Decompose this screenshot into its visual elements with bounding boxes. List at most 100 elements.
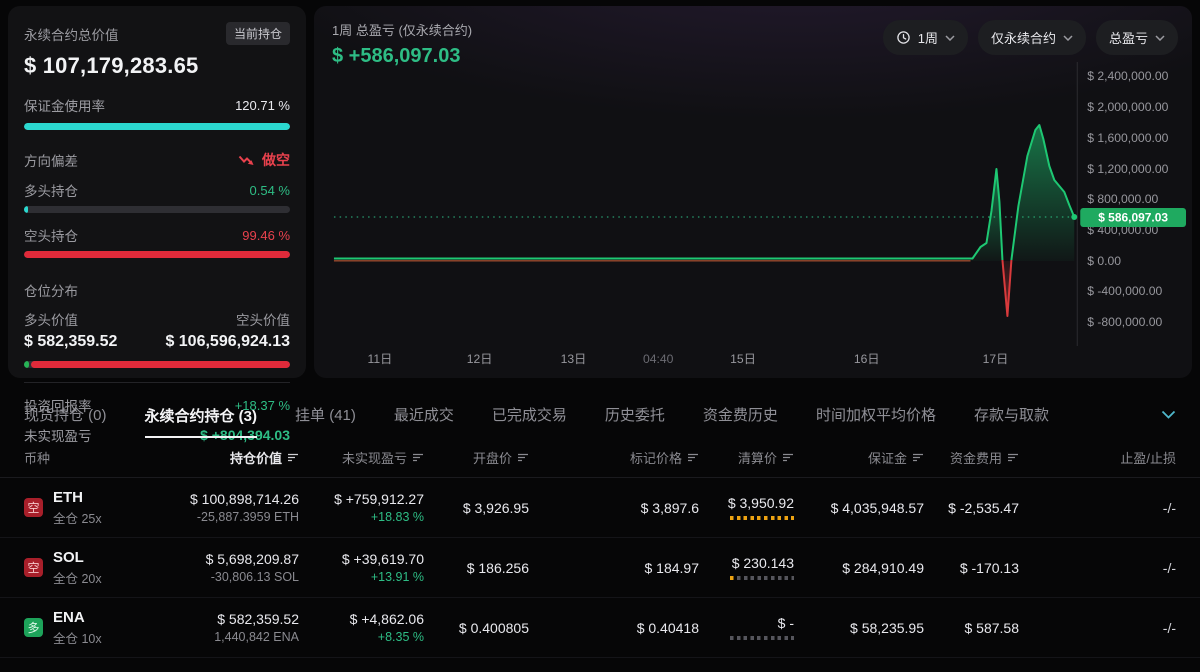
position-value: $ 100,898,714.26	[190, 491, 299, 507]
sort-icon	[1008, 453, 1018, 462]
y-tick: $ -800,000.00	[1087, 315, 1162, 329]
current-value-label: $ 586,097.03	[1098, 210, 1168, 224]
tab-spot-positions[interactable]: 现货持仓 (0)	[24, 407, 107, 424]
distribution-label: 仓位分布	[24, 284, 78, 299]
col-open-price-sort[interactable]: 开盘价	[424, 448, 529, 467]
col-position-value-sort[interactable]: 持仓价值	[174, 448, 299, 467]
chevron-down-icon	[1063, 34, 1073, 41]
chart-title: 1周 总盈亏 (仅永续合约)	[332, 23, 473, 38]
upnl-pct: +18.83 %	[370, 510, 424, 524]
pnl-chart[interactable]: $ 2,400,000.00 $ 2,000,000.00 $ 1,600,00…	[314, 6, 1192, 378]
trend-down-icon	[238, 155, 254, 165]
long-side-badge: 多	[24, 618, 43, 637]
scope-select[interactable]: 仅永续合约	[977, 20, 1086, 55]
bottom-tabs: 现货持仓 (0) 永续合约持仓 (3) 挂单 (41) 最近成交 已完成交易 历…	[0, 380, 1200, 438]
liq-risk-dots	[699, 636, 794, 640]
tpsl-value: -/-	[1162, 619, 1176, 636]
chevron-down-icon	[1155, 34, 1165, 41]
position-row-eth[interactable]: 空 ETH 全仓 25x $ 100,898,714.26 -25,887.39…	[0, 478, 1200, 538]
x-tick: 12日	[467, 352, 493, 366]
position-amount: 1,440,842 ENA	[214, 630, 299, 644]
upnl-value: $ +759,912.27	[334, 491, 424, 507]
col-margin-sort[interactable]: 保证金	[794, 448, 924, 467]
direction-bias-value: 做空	[238, 150, 290, 170]
upnl-label: 未实现盈亏	[24, 429, 92, 444]
tpsl-value: -/-	[1162, 499, 1176, 516]
margin-usage-bar	[24, 123, 290, 130]
portfolio-title: 永续合约总价值	[24, 27, 119, 43]
col-liq-price-sort[interactable]: 清算价	[699, 448, 794, 467]
y-tick: $ -400,000.00	[1087, 284, 1162, 298]
long-value: $ 582,359.52	[24, 333, 118, 350]
distribution-bar	[24, 361, 290, 368]
direction-bias-label: 方向偏差	[24, 154, 78, 169]
tab-recent-trades[interactable]: 最近成交	[393, 407, 454, 424]
margin-mode-leverage: 全仓 10x	[53, 631, 102, 646]
liq-risk-dots	[699, 576, 794, 580]
tab-closed-trades[interactable]: 已完成交易	[491, 407, 567, 424]
y-tick: $ 2,400,000.00	[1087, 69, 1168, 83]
collapse-chevron-icon[interactable]	[1161, 406, 1176, 438]
divider	[24, 382, 290, 383]
funding-fee: $ -170.13	[959, 559, 1019, 576]
chart-total-pnl: $ +586,097.03	[332, 45, 461, 67]
margin-usage-label: 保证金使用率	[24, 99, 105, 114]
upnl-pct: +8.35 %	[377, 630, 424, 644]
position-value: $ 582,359.52	[217, 611, 299, 627]
current-position-badge: 当前持仓	[225, 22, 290, 45]
x-tick: 17日	[983, 352, 1009, 366]
tab-twap[interactable]: 时间加权平均价格	[815, 407, 936, 424]
liq-price: $ -	[777, 615, 794, 632]
period-select[interactable]: 1周	[882, 20, 968, 55]
y-tick: $ 1,600,000.00	[1087, 131, 1168, 145]
short-side-badge: 空	[24, 498, 43, 517]
roi-label: 投资回报率	[24, 399, 92, 414]
liq-risk-dots	[699, 516, 794, 520]
y-tick: $ 2,000,000.00	[1087, 100, 1168, 114]
margin-mode-leverage: 全仓 20x	[53, 571, 102, 586]
x-tick: 11日	[367, 352, 392, 366]
margin-value: $ 284,910.49	[842, 559, 924, 576]
long-position-pct: 0.54 %	[249, 182, 290, 198]
sort-icon	[288, 453, 298, 462]
tab-funding-history[interactable]: 资金费历史	[702, 407, 778, 424]
total-value: $ 107,179,283.65	[24, 53, 199, 78]
tab-open-orders[interactable]: 挂单 (41)	[295, 407, 356, 424]
tab-deposits-withdrawals[interactable]: 存款与取款	[973, 407, 1049, 424]
tab-perp-positions[interactable]: 永续合约持仓 (3)	[144, 405, 258, 438]
chevron-down-icon	[945, 34, 955, 41]
pnl-line-positive	[333, 168, 1004, 261]
coin-symbol: ENA	[53, 608, 85, 626]
liq-price: $ 3,950.92	[727, 495, 794, 512]
position-row-ena[interactable]: 多 ENA 全仓 10x $ 582,359.52 1,440,842 ENA …	[0, 598, 1200, 658]
short-value-label: 空头价值	[236, 313, 290, 328]
short-value: $ 106,596,924.13	[165, 333, 290, 350]
col-funding-sort[interactable]: 资金费用	[924, 448, 1019, 467]
open-price: $ 0.400805	[458, 619, 529, 636]
liq-price: $ 230.143	[731, 555, 794, 572]
funding-fee: $ -2,535.47	[948, 499, 1019, 516]
sort-icon	[413, 453, 423, 462]
tab-order-history[interactable]: 历史委托	[604, 407, 665, 424]
position-amount: -25,887.3959 ETH	[196, 510, 299, 524]
open-price: $ 3,926.95	[462, 499, 529, 516]
col-mark-price-sort[interactable]: 标记价格	[529, 448, 699, 467]
y-tick: $ 1,200,000.00	[1087, 162, 1168, 176]
long-value-label: 多头价值	[24, 313, 78, 328]
positions-table-header: 币种 持仓价值 未实现盈亏 开盘价 标记价格 清算价 保证金 资金费用 止盈/止…	[0, 438, 1200, 478]
margin-value: $ 58,235.95	[850, 619, 924, 636]
mark-price: $ 0.40418	[636, 619, 699, 636]
col-upnl-sort[interactable]: 未实现盈亏	[299, 448, 424, 467]
mark-price: $ 3,897.6	[640, 499, 699, 516]
long-position-bar	[24, 206, 290, 213]
position-row-sol[interactable]: 空 SOL 全仓 20x $ 5,698,209.87 -30,806.13 S…	[0, 538, 1200, 598]
metric-select[interactable]: 总盈亏	[1095, 20, 1178, 55]
portfolio-summary-card: 永续合约总价值 当前持仓 $ 107,179,283.65 保证金使用率 120…	[8, 6, 306, 444]
col-coin: 币种	[24, 451, 51, 466]
sort-icon	[518, 453, 528, 462]
margin-mode-leverage: 全仓 25x	[53, 511, 102, 526]
pnl-chart-card: 1周 总盈亏 (仅永续合约) $ +586,097.03 1周 仅永续合约	[314, 6, 1192, 378]
top-section: 永续合约总价值 当前持仓 $ 107,179,283.65 保证金使用率 120…	[8, 6, 1192, 444]
upnl-pct: +13.91 %	[370, 570, 424, 584]
x-tick: 15日	[730, 352, 756, 366]
